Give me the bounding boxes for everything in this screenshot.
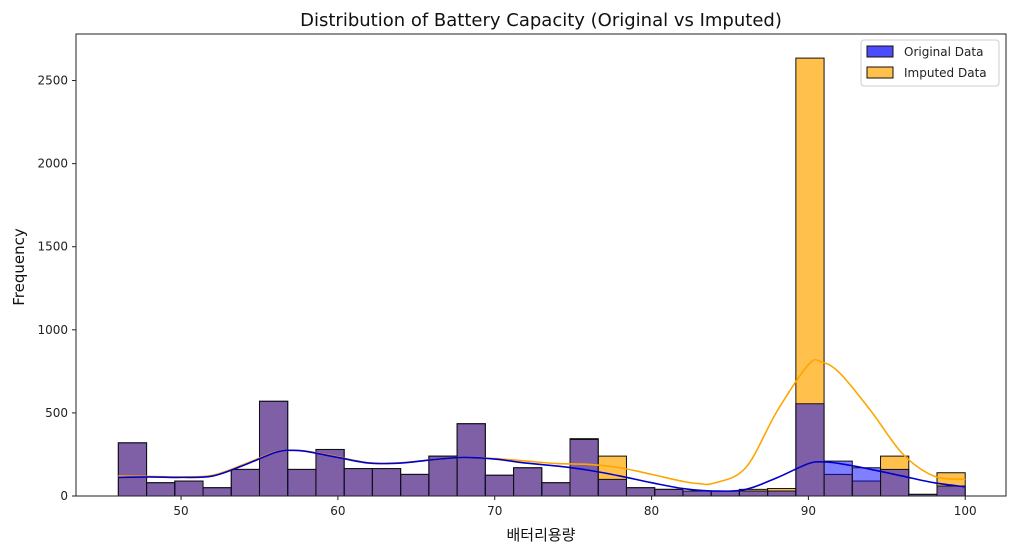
bar-original [597, 478, 627, 497]
x-tick-label: 80 [644, 504, 659, 518]
y-tick-label: 0 [60, 489, 68, 503]
bar-original [767, 490, 797, 497]
bar-original [682, 490, 712, 497]
bar-original [484, 474, 515, 497]
y-tick-label: 2500 [37, 74, 68, 88]
legend-swatch [866, 45, 894, 58]
bar-original [287, 468, 317, 497]
x-axis-label: 배터리용량 [506, 526, 575, 544]
bar-original [117, 442, 148, 497]
bar-original [654, 488, 684, 497]
bar-original [823, 460, 853, 497]
x-tick-label: 60 [330, 504, 345, 518]
bar-original [795, 403, 825, 497]
bar-original [428, 455, 458, 497]
bar-original [880, 468, 910, 497]
legend: Original Data Imputed Data [860, 39, 1000, 87]
plot-frame [75, 33, 1007, 497]
bar-original [400, 473, 430, 497]
bar-original [456, 423, 486, 497]
chart-title: Distribution of Battery Capacity (Origin… [300, 10, 782, 31]
x-tick-label: 70 [487, 504, 502, 518]
bar-original [738, 490, 769, 497]
y-tick-label: 1500 [37, 240, 68, 254]
bar-original [371, 468, 402, 497]
y-tick-label: 1000 [37, 323, 68, 337]
legend-label: Imputed Data [904, 66, 987, 80]
legend-swatch [866, 66, 894, 79]
bar-original [146, 482, 176, 497]
bar-original [513, 467, 543, 497]
bar-original [851, 467, 882, 497]
bar-original [541, 482, 571, 497]
x-tick-label: 100 [954, 504, 977, 518]
y-tick-label: 500 [45, 406, 68, 420]
legend-box [860, 39, 1000, 87]
bar-original [174, 480, 204, 497]
bar-original [258, 400, 289, 497]
y-axis-label: Frequency [10, 228, 28, 306]
bar-original [230, 468, 260, 497]
bar-original [202, 487, 232, 497]
x-tick-label: 90 [801, 504, 816, 518]
bar-original [625, 487, 656, 497]
bar-original [936, 485, 966, 497]
y-tick-label: 2000 [37, 157, 68, 171]
bar-original [343, 468, 373, 497]
kde-line-original [118, 449, 966, 492]
legend-label: Original Data [904, 45, 983, 59]
x-tick-label: 50 [173, 504, 188, 518]
